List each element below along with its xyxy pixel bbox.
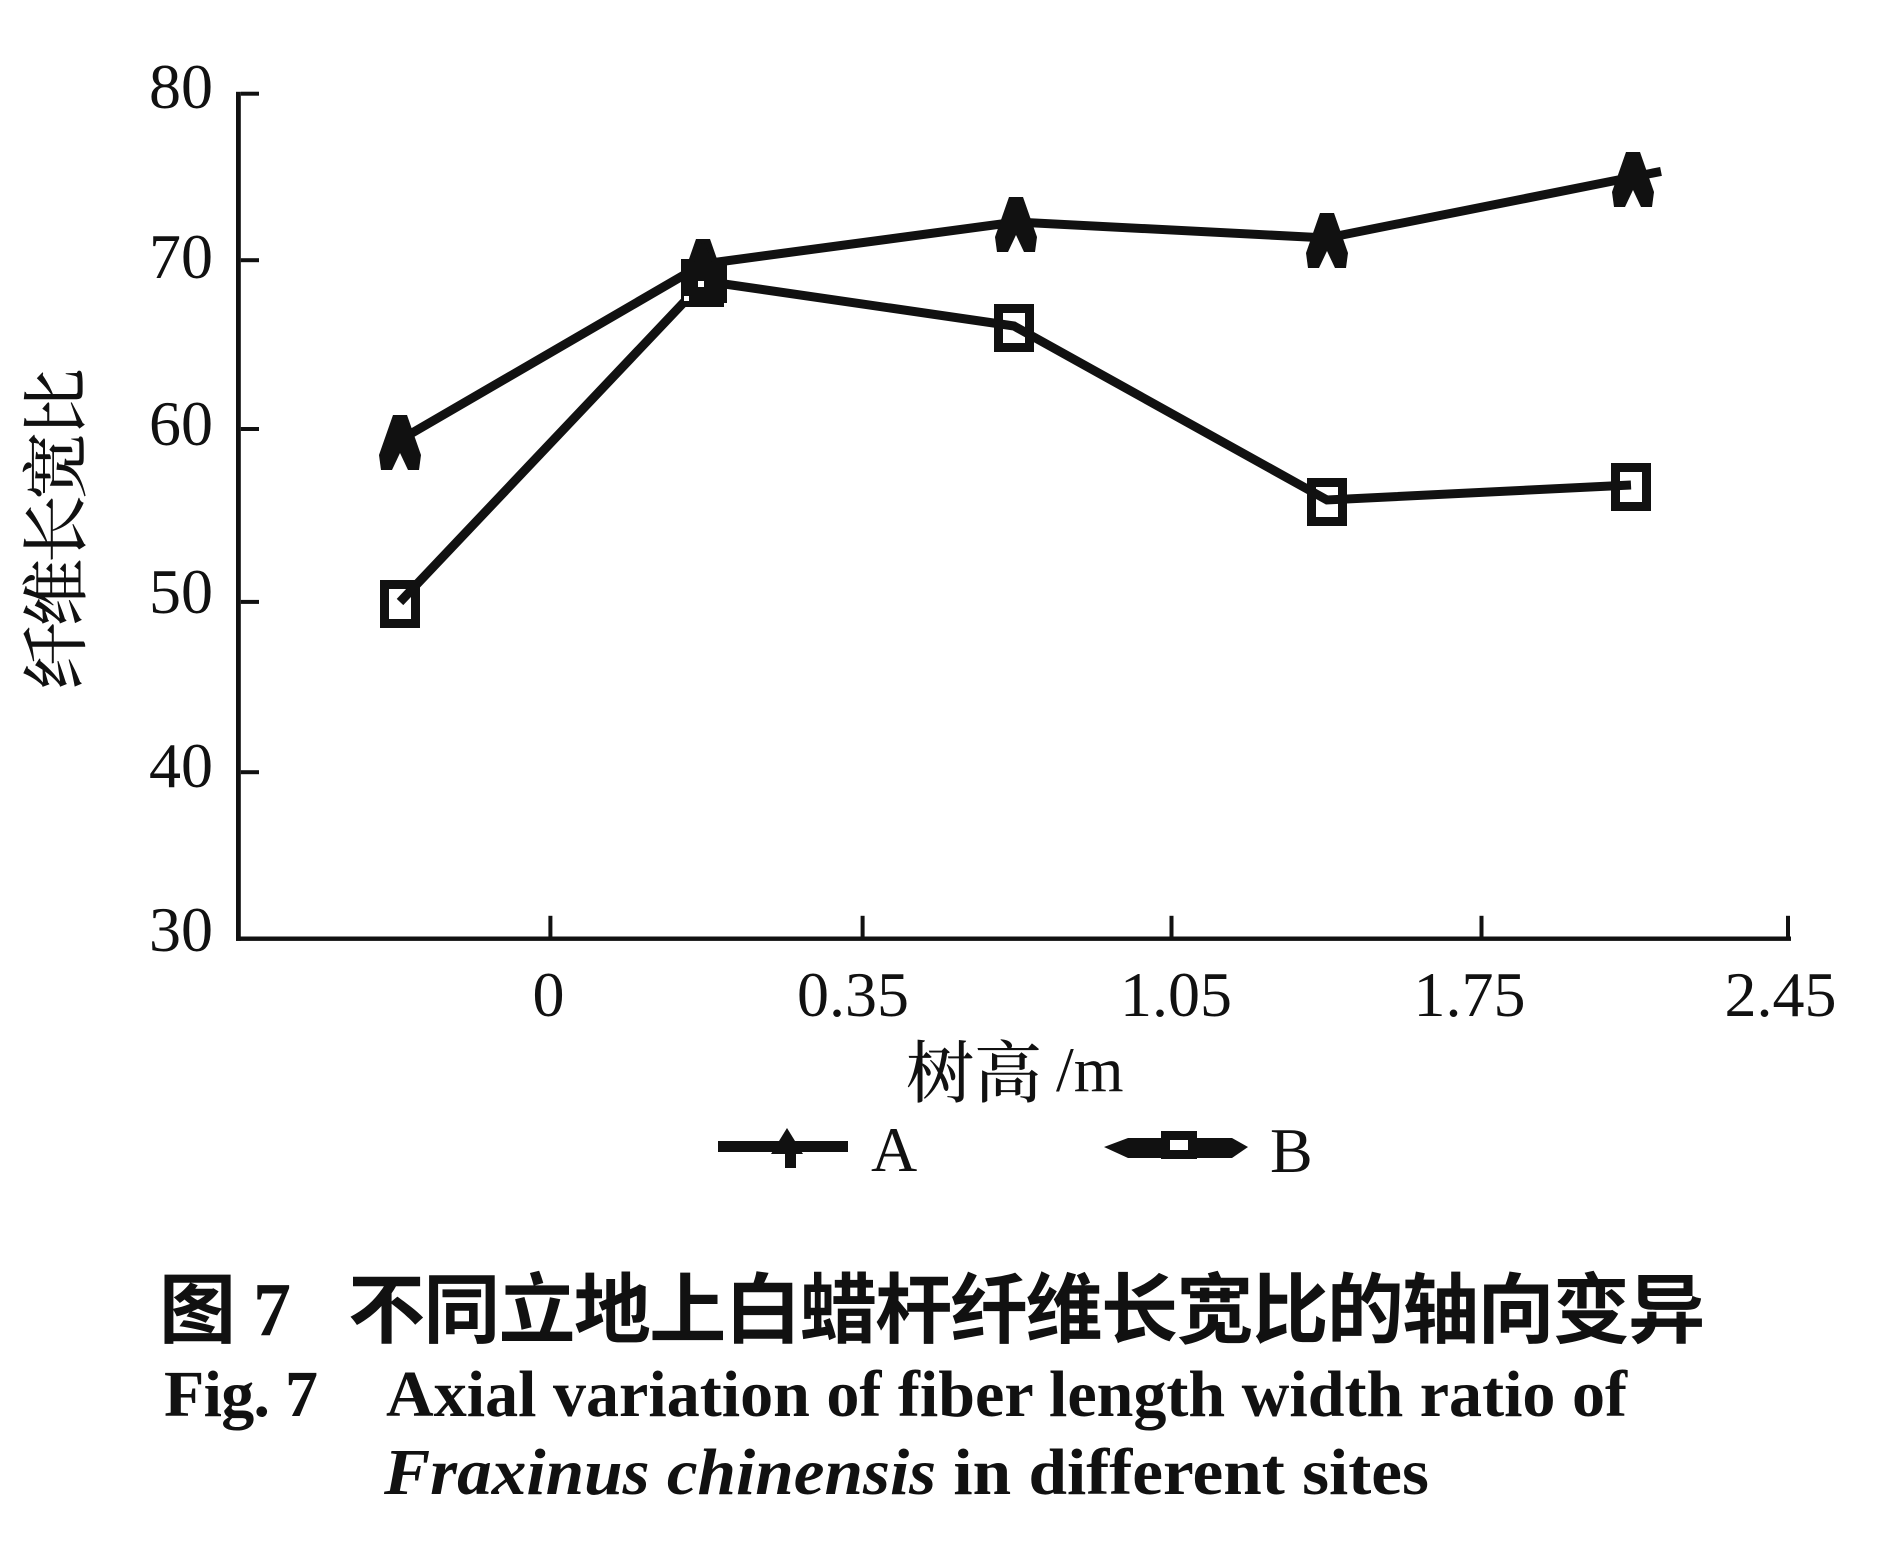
svg-text:1.75: 1.75: [1414, 959, 1526, 1030]
svg-text:2.45: 2.45: [1725, 959, 1837, 1030]
svg-text:/m: /m: [1056, 1034, 1124, 1105]
svg-text:B: B: [1270, 1115, 1313, 1186]
svg-text:Axial variation of fiber lengt: Axial variation of fiber length width ra…: [386, 1358, 1628, 1431]
svg-text:Fraxinus chinensis in differen: Fraxinus chinensis in different sites: [383, 1436, 1429, 1509]
svg-text:1.05: 1.05: [1120, 959, 1232, 1030]
svg-text:30: 30: [149, 894, 213, 965]
svg-text:40: 40: [149, 730, 213, 801]
svg-text:Fig. 7: Fig. 7: [164, 1358, 318, 1431]
svg-text:50: 50: [149, 556, 213, 627]
svg-text:80: 80: [149, 51, 213, 122]
svg-text:70: 70: [149, 221, 213, 292]
svg-text:7: 7: [253, 1268, 291, 1352]
svg-text:0.35: 0.35: [797, 959, 909, 1030]
svg-text:0: 0: [533, 959, 565, 1030]
svg-text:A: A: [871, 1114, 917, 1185]
svg-text:60: 60: [149, 388, 213, 459]
